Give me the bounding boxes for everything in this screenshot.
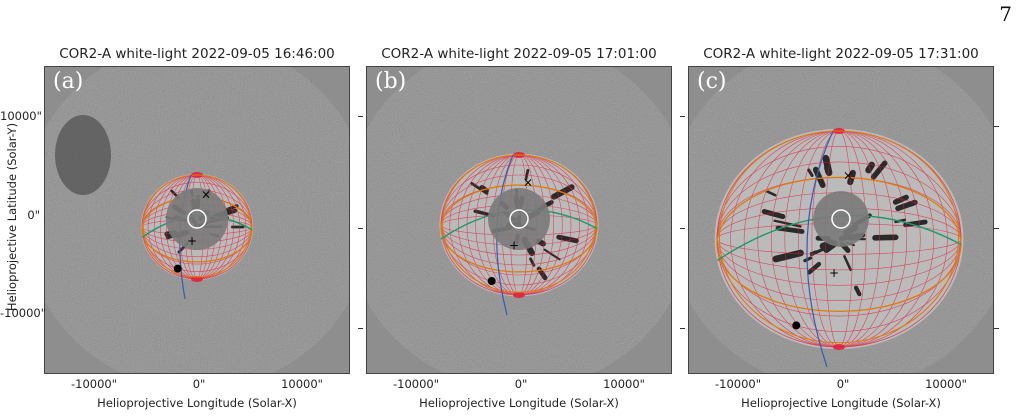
panel-c-plot: × + (c)	[688, 66, 994, 374]
page-number: 7	[999, 2, 1012, 26]
svg-text:×: ×	[843, 169, 853, 183]
panel-b-plot: × + (b)	[366, 66, 672, 374]
panel-a-label: (a)	[53, 69, 84, 94]
tick-c-top	[680, 116, 685, 117]
svg-text:×: ×	[201, 187, 211, 201]
panel-b-title: COR2-A white-light 2022-09-05 17:01:00	[381, 46, 657, 62]
tick-c-bot	[680, 328, 685, 329]
panel-a-xlabel: Helioprojective Longitude (Solar-X)	[97, 396, 297, 410]
panel-b-xtick-neg: -10000"	[392, 377, 440, 391]
panel-b-xtick-pos: 10000"	[603, 377, 645, 391]
panel-b-label: (b)	[375, 69, 407, 94]
panel-c-xtick-zero: 0"	[836, 377, 850, 391]
panel-a-plot: × + (a)	[44, 66, 350, 374]
panel-c-image: ×+	[689, 67, 993, 373]
panel-b-xlabel: Helioprojective Longitude (Solar-X)	[419, 396, 619, 410]
panel-b-xtick-zero: 0"	[514, 377, 528, 391]
svg-text:+: +	[187, 234, 197, 248]
panel-b-image: ×+	[367, 67, 671, 373]
panel-a-image: ×+	[45, 67, 349, 373]
tick-c-mid	[680, 228, 685, 229]
panel-c-xtick-pos: 10000"	[925, 377, 967, 391]
tick-d-mid	[994, 228, 999, 229]
panel-a-title: COR2-A white-light 2022-09-05 16:46:00	[59, 46, 335, 62]
panel-c-title: COR2-A white-light 2022-09-05 17:31:00	[703, 46, 979, 62]
panel-c-xlabel: Helioprojective Longitude (Solar-X)	[741, 396, 941, 410]
tick-b-top	[358, 116, 363, 117]
ytick-top: 10000"	[0, 109, 42, 123]
tick-d-bot	[994, 328, 999, 329]
panel-a-xtick-zero: 0"	[192, 377, 206, 391]
panel-a-xtick-neg: -10000"	[70, 377, 118, 391]
tick-b-bot	[358, 328, 363, 329]
svg-text:×: ×	[523, 176, 533, 190]
panel-c: COR2-A white-light 2022-09-05 17:31:00 ×…	[688, 0, 994, 418]
panel-c-label: (c)	[697, 69, 727, 94]
panel-b: COR2-A white-light 2022-09-05 17:01:00 ×…	[366, 0, 672, 418]
panel-a-xtick-pos: 10000"	[281, 377, 323, 391]
tick-b-mid	[358, 228, 363, 229]
panel-c-xtick-neg: -10000"	[714, 377, 762, 391]
tick-d-top	[994, 126, 999, 127]
ytick-bottom: -10000"	[0, 306, 47, 320]
svg-text:+: +	[509, 239, 519, 253]
svg-text:+: +	[829, 266, 839, 280]
ytick-middle: 0"	[27, 208, 40, 222]
panel-a: COR2-A white-light 2022-09-05 16:46:00 ×…	[44, 0, 350, 418]
